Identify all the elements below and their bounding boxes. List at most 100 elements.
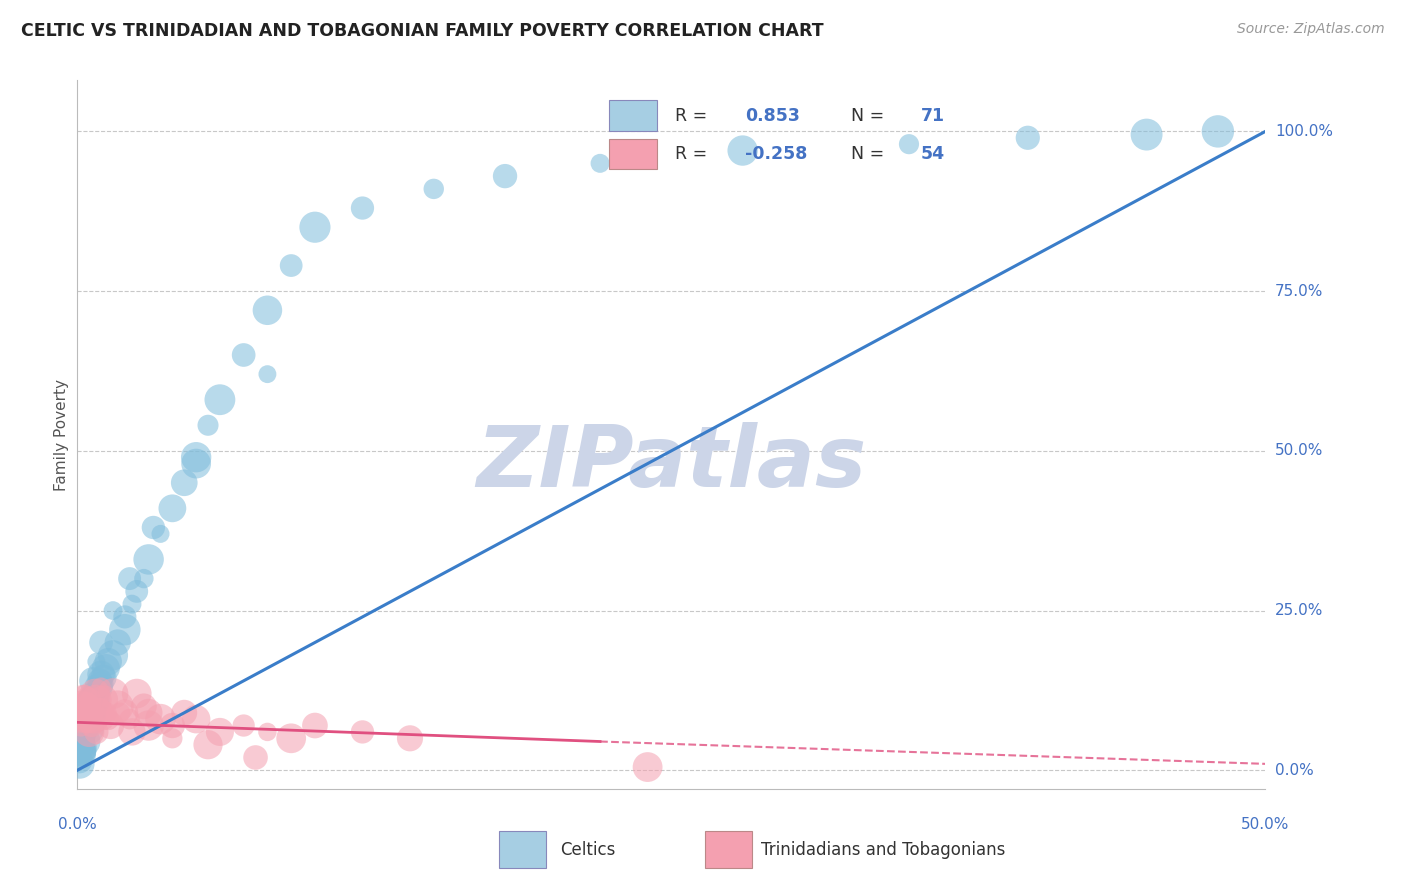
Point xyxy=(72,731,94,746)
Point xyxy=(232,348,254,362)
Point xyxy=(77,706,100,720)
Point xyxy=(118,572,141,586)
Point xyxy=(72,693,94,707)
Point xyxy=(86,683,108,698)
Point xyxy=(100,718,122,732)
Point xyxy=(90,699,112,714)
Point xyxy=(731,144,754,158)
Point xyxy=(84,687,107,701)
Bar xyxy=(706,831,752,868)
Point xyxy=(162,501,184,516)
Point xyxy=(75,725,97,739)
Point xyxy=(70,740,93,755)
Point xyxy=(280,731,302,746)
Point xyxy=(83,696,105,710)
Point xyxy=(86,693,108,707)
Text: 50.0%: 50.0% xyxy=(1241,817,1289,832)
Point xyxy=(114,610,136,624)
Point xyxy=(75,712,97,726)
Y-axis label: Family Poverty: Family Poverty xyxy=(53,379,69,491)
Point xyxy=(132,572,155,586)
Point xyxy=(118,712,141,726)
Point xyxy=(589,156,612,170)
Point xyxy=(83,693,105,707)
Point xyxy=(108,706,131,720)
Point xyxy=(162,718,184,732)
Point xyxy=(75,734,97,748)
Point xyxy=(186,457,208,471)
Bar xyxy=(499,831,546,868)
Point xyxy=(77,722,100,736)
Point xyxy=(72,706,94,720)
Point xyxy=(76,706,98,720)
Point xyxy=(82,673,104,688)
Text: 75.0%: 75.0% xyxy=(1275,284,1323,299)
Point xyxy=(232,718,254,732)
Point xyxy=(637,760,659,774)
Point xyxy=(70,718,93,732)
Point xyxy=(399,731,422,746)
Point xyxy=(245,750,267,764)
Point xyxy=(97,655,120,669)
Point xyxy=(173,706,195,720)
Point xyxy=(121,597,143,611)
Text: 50.0%: 50.0% xyxy=(1275,443,1323,458)
Point xyxy=(90,680,112,694)
Point xyxy=(87,680,110,694)
Point xyxy=(898,137,921,152)
Point xyxy=(149,712,172,726)
Point xyxy=(256,303,278,318)
Point xyxy=(186,450,208,465)
Point xyxy=(77,715,100,730)
Point xyxy=(114,706,136,720)
Point xyxy=(352,201,374,215)
Point xyxy=(107,699,129,714)
Point xyxy=(86,655,108,669)
Point xyxy=(70,706,93,720)
Point xyxy=(76,718,98,732)
Point xyxy=(138,552,160,566)
Point xyxy=(76,728,98,742)
Point xyxy=(90,677,112,691)
Text: CELTIC VS TRINIDADIAN AND TOBAGONIAN FAMILY POVERTY CORRELATION CHART: CELTIC VS TRINIDADIAN AND TOBAGONIAN FAM… xyxy=(21,22,824,40)
Point xyxy=(107,635,129,649)
Point xyxy=(69,756,91,771)
Point xyxy=(75,718,97,732)
Point xyxy=(494,169,516,183)
Point xyxy=(79,699,101,714)
Point xyxy=(94,661,117,675)
Point xyxy=(69,712,91,726)
Point xyxy=(93,671,115,685)
Point xyxy=(125,687,148,701)
Point xyxy=(73,738,96,752)
Point xyxy=(423,182,446,196)
Point xyxy=(162,731,184,746)
Text: Source: ZipAtlas.com: Source: ZipAtlas.com xyxy=(1237,22,1385,37)
Point xyxy=(77,699,100,714)
Point xyxy=(121,725,143,739)
Point xyxy=(77,693,100,707)
Point xyxy=(304,220,326,235)
Text: 100.0%: 100.0% xyxy=(1275,124,1333,139)
Point xyxy=(304,718,326,732)
Text: 25.0%: 25.0% xyxy=(1275,603,1323,618)
Point xyxy=(125,584,148,599)
Point xyxy=(90,667,112,681)
Point xyxy=(70,699,93,714)
Point xyxy=(80,706,103,720)
Point xyxy=(1017,130,1039,145)
Point xyxy=(82,702,104,716)
Point xyxy=(86,725,108,739)
Point xyxy=(77,725,100,739)
Point xyxy=(101,648,124,663)
Point xyxy=(79,709,101,723)
Point xyxy=(86,690,108,704)
Point xyxy=(94,706,117,720)
Point xyxy=(149,527,172,541)
Text: Celtics: Celtics xyxy=(561,840,616,859)
Point xyxy=(101,687,124,701)
Text: Trinidadians and Tobagonians: Trinidadians and Tobagonians xyxy=(762,840,1005,859)
Point xyxy=(80,699,103,714)
Point xyxy=(79,693,101,707)
Point xyxy=(197,738,219,752)
